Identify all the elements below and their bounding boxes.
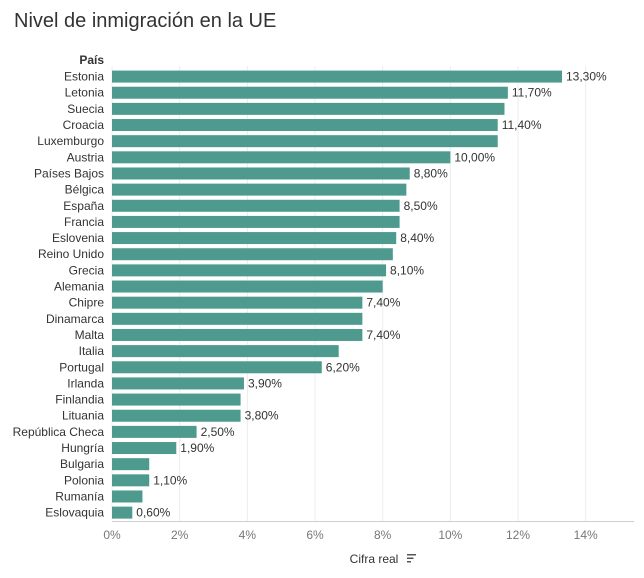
- bar: [112, 409, 241, 422]
- bar: [112, 296, 363, 309]
- bar: [112, 425, 197, 438]
- category-label: Bélgica: [65, 183, 105, 197]
- grid-lines: [111, 66, 587, 521]
- category-label: Suecia: [67, 102, 104, 116]
- data-label: 11,70%: [512, 86, 552, 100]
- x-tick-label: 12%: [506, 528, 530, 542]
- bar: [112, 264, 387, 277]
- category-label: Luxemburgo: [37, 134, 104, 148]
- bar: [112, 135, 498, 148]
- bar: [112, 70, 562, 83]
- bar: [112, 442, 177, 455]
- category-label: Alemania: [54, 280, 104, 294]
- category-label: Italia: [79, 344, 105, 358]
- data-label: 0,60%: [136, 506, 170, 520]
- data-label: 1,10%: [153, 473, 187, 487]
- category-label: Polonia: [64, 473, 104, 487]
- bar: [112, 458, 150, 471]
- data-label: 8,40%: [400, 231, 434, 245]
- bar: [112, 474, 150, 487]
- bar: [112, 167, 410, 180]
- category-label: Portugal: [59, 360, 104, 374]
- category-label: Rumanía: [55, 489, 104, 503]
- bar: [112, 199, 400, 212]
- bar: [112, 361, 322, 374]
- category-header: País: [79, 53, 104, 67]
- category-label: Malta: [75, 328, 105, 342]
- bar: [112, 232, 397, 245]
- category-label: Francia: [64, 215, 104, 229]
- x-axis-ticks: 0% 2% 4% 6% 8% 10% 12% 14%: [103, 521, 634, 542]
- data-label: 8,10%: [390, 263, 424, 277]
- category-label: Eslovenia: [52, 231, 104, 245]
- data-label: 13,30%: [566, 70, 607, 84]
- bar: [112, 280, 383, 293]
- bar: [112, 102, 505, 115]
- x-tick-label: 8%: [374, 528, 392, 542]
- data-label: 10,00%: [454, 150, 495, 164]
- category-label: España: [63, 199, 104, 213]
- data-label: 8,80%: [414, 166, 448, 180]
- category-label: Eslovaquia: [45, 506, 104, 520]
- data-label: 7,40%: [366, 328, 400, 342]
- category-label: Dinamarca: [46, 312, 104, 326]
- data-label: 2,50%: [201, 425, 235, 439]
- x-tick-label: 10%: [438, 528, 462, 542]
- bar: [112, 119, 498, 132]
- x-tick-label: 4%: [239, 528, 257, 542]
- category-label: República Checa: [13, 425, 105, 439]
- category-label: Croacia: [63, 118, 105, 132]
- category-label: Chipre: [69, 296, 105, 310]
- data-label: 8,50%: [404, 199, 438, 213]
- data-label: 3,80%: [245, 409, 279, 423]
- category-label: Letonia: [65, 86, 105, 100]
- data-label: 6,20%: [326, 360, 360, 374]
- bar: [112, 490, 143, 503]
- category-label: Irlanda: [67, 376, 104, 390]
- bar: [112, 312, 363, 325]
- data-label: 1,90%: [180, 441, 214, 455]
- x-tick-label: 2%: [171, 528, 189, 542]
- x-tick-label: 0%: [103, 528, 121, 542]
- chart-title: Nivel de inmigración en la UE: [14, 10, 277, 32]
- bar: [112, 183, 407, 196]
- x-axis-title: Cifra real: [350, 552, 399, 566]
- category-label: Países Bajos: [34, 166, 104, 180]
- data-label: 3,90%: [248, 376, 282, 390]
- bar: [112, 328, 363, 341]
- bar: [112, 393, 241, 406]
- category-label: Grecia: [69, 263, 105, 277]
- category-label: Lituania: [62, 409, 104, 423]
- category-label: Austria: [67, 150, 105, 164]
- bar: [112, 345, 339, 358]
- data-label: 11,40%: [502, 118, 542, 132]
- bar: [112, 377, 244, 390]
- bar: [112, 248, 393, 261]
- category-label: Reino Unido: [38, 247, 104, 261]
- sort-icon[interactable]: [407, 554, 416, 563]
- bars: Estonia 13,30% Letonia 11,70% Suecia Croacia 1…: [13, 70, 607, 520]
- category-label: Finlandia: [55, 393, 104, 407]
- bar: [112, 506, 133, 519]
- bar: [112, 151, 451, 164]
- category-label: Bulgaria: [60, 457, 104, 471]
- x-tick-label: 6%: [306, 528, 324, 542]
- data-label: 7,40%: [366, 296, 400, 310]
- bar: [112, 86, 508, 99]
- x-tick-label: 14%: [574, 528, 598, 542]
- category-label: Estonia: [64, 70, 104, 84]
- bar: [112, 215, 400, 228]
- category-label: Hungría: [61, 441, 104, 455]
